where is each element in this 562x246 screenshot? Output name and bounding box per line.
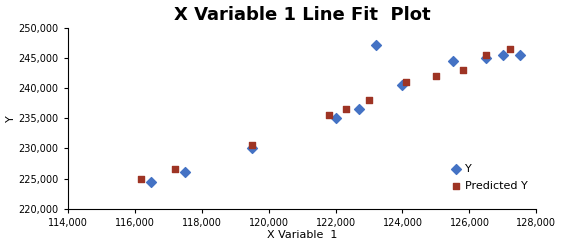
Y <box>180 170 189 174</box>
Y <box>147 180 156 184</box>
Y <box>247 146 256 150</box>
Y <box>331 116 340 120</box>
Predicted Y <box>365 98 374 102</box>
X-axis label: X Variable  1: X Variable 1 <box>267 231 337 240</box>
Y-axis label: Y: Y <box>6 115 16 122</box>
Y <box>371 43 380 47</box>
Predicted Y <box>505 47 514 51</box>
Predicted Y <box>341 107 350 111</box>
Predicted Y <box>432 74 441 78</box>
Title: X Variable 1 Line Fit  Plot: X Variable 1 Line Fit Plot <box>174 6 430 24</box>
Predicted Y <box>137 177 146 181</box>
Y <box>498 53 507 57</box>
Predicted Y <box>247 143 256 147</box>
Y <box>515 53 524 57</box>
Predicted Y <box>458 68 467 72</box>
Predicted Y <box>401 80 410 84</box>
Y <box>355 107 364 111</box>
Y <box>448 59 457 63</box>
Y <box>482 56 491 60</box>
Predicted Y <box>170 168 179 171</box>
Legend: Y, Predicted Y: Y, Predicted Y <box>448 161 531 194</box>
Y <box>398 83 407 87</box>
Predicted Y <box>324 113 333 117</box>
Predicted Y <box>482 53 491 57</box>
